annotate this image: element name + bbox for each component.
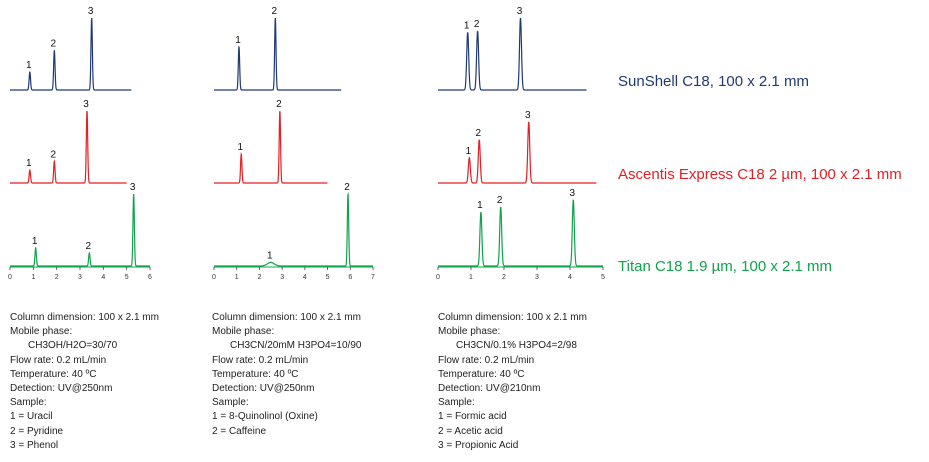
peak-label: 2: [86, 241, 92, 252]
x-tick-label: 3: [280, 274, 284, 281]
peak-label: 1: [32, 236, 38, 247]
x-tick-label: 1: [31, 274, 35, 281]
peak-label: 1: [466, 146, 472, 157]
sample-item: 2 = Pyridine: [10, 425, 64, 437]
peak-label: 1: [237, 142, 243, 153]
peak-label: 1: [464, 20, 470, 31]
x-tick-label: 2: [257, 274, 261, 281]
x-tick-label: 3: [535, 274, 539, 281]
sample-item: 2 = Acetic acid: [438, 425, 503, 437]
sample-item: 1 = Formic acid: [438, 411, 507, 423]
x-tick-label: 7: [371, 274, 375, 281]
peak-label: 1: [267, 250, 273, 261]
mobile-phase-value: CH3CN/20mM H3PO4=10/90: [230, 340, 362, 352]
peak-label: 1: [26, 158, 32, 169]
peak-label: 3: [570, 188, 576, 199]
peak-label: 3: [517, 6, 523, 17]
peak-label: 2: [51, 38, 57, 49]
flow-rate: Flow rate: 0.2 mL/min: [10, 354, 107, 366]
peak-label: 3: [83, 99, 89, 110]
x-tick-label: 2: [502, 274, 506, 281]
column-dimension: Column dimension: 100 x 2.1 mm: [10, 312, 159, 323]
x-tick-label: 0: [8, 274, 12, 281]
x-tick-label: 4: [568, 274, 572, 281]
peak-label: 1: [235, 35, 241, 46]
mobile-phase-label: Mobile phase:: [10, 326, 73, 338]
sample-label: Sample:: [212, 397, 249, 409]
x-tick-label: 2: [55, 274, 59, 281]
chromatogram-trace: [10, 110, 127, 184]
temperature: Temperature: 40 ºC: [438, 368, 525, 380]
x-tick-label: 0: [436, 274, 440, 281]
mobile-phase-value: CH3OH/H2O=30/70: [28, 340, 118, 352]
sample-item: 3 = Phenol: [10, 439, 59, 451]
sample-item: 1 = Uracil: [10, 411, 53, 423]
legend-titan: Titan C18 1.9 µm, 100 x 2.1 mm: [618, 258, 833, 275]
peak-label: 2: [272, 6, 278, 17]
peak-label: 2: [51, 149, 57, 160]
peak-label: 3: [130, 182, 136, 193]
chromatogram-trace: [214, 17, 342, 91]
x-tick-label: 1: [235, 274, 239, 281]
mobile-phase-value: CH3CN/0.1% H3PO4=2/98: [456, 340, 577, 352]
chromatogram-trace: [438, 121, 597, 184]
conditions-panel-1: Column dimension: 100 x 2.1 mm Mobile ph…: [10, 311, 159, 453]
x-tick-label: 0: [212, 274, 216, 281]
peak-label: 2: [497, 195, 503, 206]
x-tick-label: 5: [125, 274, 129, 281]
mobile-phase-label: Mobile phase:: [438, 326, 501, 338]
column-dimension: Column dimension: 100 x 2.1 mm: [438, 312, 587, 323]
x-tick-label: 6: [348, 274, 352, 281]
x-tick-label: 5: [326, 274, 330, 281]
chromatogram-trace: [214, 110, 328, 184]
chromatogram-trace: [10, 193, 150, 267]
flow-rate: Flow rate: 0.2 mL/min: [438, 354, 535, 366]
peak-label: 1: [26, 60, 32, 71]
mobile-phase-label: Mobile phase:: [212, 326, 275, 338]
flow-rate: Flow rate: 0.2 mL/min: [212, 354, 309, 366]
detection: Detection: UV@250nm: [212, 383, 315, 395]
peak-label: 1: [477, 200, 483, 211]
x-tick-label: 5: [601, 274, 605, 281]
sample-label: Sample:: [438, 397, 475, 409]
column-dimension: Column dimension: 100 x 2.1 mm: [212, 312, 361, 323]
chromatogram-trace: [438, 199, 603, 267]
legend-ascentis: Ascentis Express C18 2 µm, 100 x 2.1 mm: [618, 166, 902, 183]
sample-item: 2 = Caffeine: [212, 425, 267, 437]
x-tick-label: 4: [303, 274, 307, 281]
peak-label: 3: [525, 110, 531, 121]
x-tick-label: 6: [148, 274, 152, 281]
temperature: Temperature: 40 ºC: [10, 368, 97, 380]
peak-label: 2: [475, 128, 481, 139]
temperature: Temperature: 40 ºC: [212, 368, 299, 380]
detection: Detection: UV@210nm: [438, 383, 541, 395]
sample-item: 3 = Propionic Acid: [438, 439, 519, 451]
x-tick-label: 1: [469, 274, 473, 281]
peak-label: 3: [88, 6, 94, 17]
x-tick-label: 4: [101, 274, 105, 281]
chromatogram-trace: [10, 17, 132, 91]
chromatogram-trace: [438, 17, 587, 91]
peak-label: 2: [276, 99, 282, 110]
conditions-panel-3: Column dimension: 100 x 2.1 mm Mobile ph…: [438, 311, 587, 453]
detection: Detection: UV@250nm: [10, 383, 113, 395]
chromatogram-trace: [214, 192, 373, 267]
sample-label: Sample:: [10, 397, 47, 409]
conditions-panel-2: Column dimension: 100 x 2.1 mm Mobile ph…: [212, 311, 361, 439]
sample-item: 1 = 8-Quinolinol (Oxine): [212, 411, 318, 423]
peak-label: 2: [344, 182, 350, 193]
x-tick-label: 3: [78, 274, 82, 281]
peak-label: 2: [474, 19, 480, 30]
legend-sunshell: SunShell C18, 100 x 2.1 mm: [618, 73, 809, 90]
